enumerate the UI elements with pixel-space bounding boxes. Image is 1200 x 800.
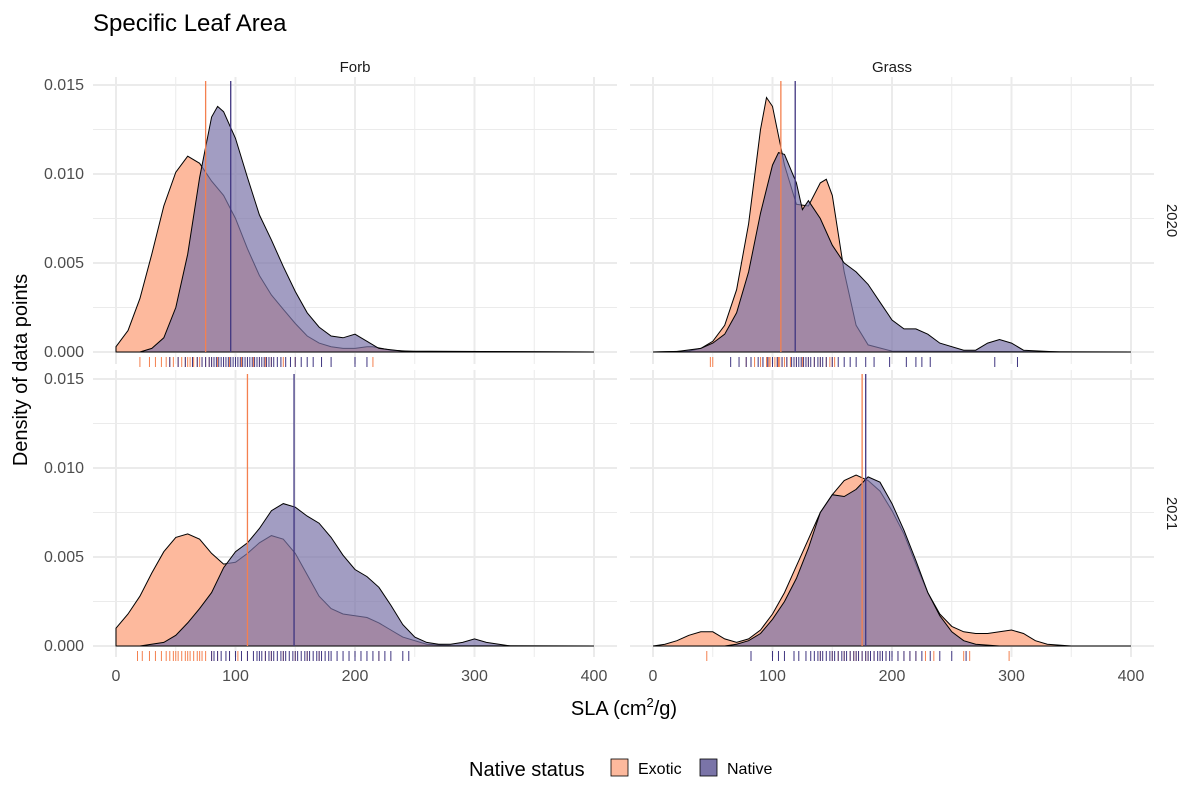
- panel-grass-2020: [630, 77, 1154, 367]
- y-tick-label: 0.005: [44, 549, 84, 566]
- legend: Native status Exotic Native: [469, 758, 772, 781]
- x-tick-label: 200: [879, 668, 906, 685]
- x-axis-title-superscript: 2: [647, 695, 654, 710]
- x-axis-title: SLA (cm2/g): [571, 695, 677, 720]
- x-tick-label: 0: [649, 668, 658, 685]
- y-axis-title: Density of data points: [10, 274, 32, 466]
- y-tick-label: 0.010: [44, 166, 84, 183]
- facet-column-label: Forb: [340, 59, 371, 76]
- x-tick-label: 100: [759, 668, 786, 685]
- legend-title: Native status: [469, 759, 585, 781]
- x-axis-title-main: SLA (cm: [571, 698, 647, 720]
- x-tick-label: 0: [112, 668, 121, 685]
- x-axis-title-tail: /g): [654, 698, 677, 720]
- chart-title: Specific Leaf Area: [93, 10, 287, 37]
- density-area-native: [139, 105, 595, 353]
- y-tick-label: 0.010: [44, 460, 84, 477]
- y-tick-label: 0.015: [44, 371, 84, 388]
- x-tick-label: 400: [1118, 668, 1145, 685]
- legend-swatch-native: [699, 758, 718, 777]
- legend-label-exotic: Exotic: [638, 761, 682, 778]
- density-area-native: [652, 151, 1131, 353]
- x-tick-label: 300: [461, 668, 488, 685]
- x-tick-label: 200: [342, 668, 369, 685]
- density-area-native: [724, 476, 1131, 647]
- y-tick-label: 0.015: [44, 77, 84, 94]
- facet-row-label: 2021: [1163, 497, 1180, 530]
- y-tick-label: 0.000: [44, 344, 84, 361]
- facet-row-label: 2020: [1163, 204, 1180, 237]
- panel-forb-2020: [93, 77, 617, 367]
- legend-swatch-exotic: [610, 758, 629, 777]
- facet-column-label: Grass: [872, 59, 912, 76]
- density-area-native: [139, 503, 594, 647]
- y-tick-label: 0.000: [44, 638, 84, 655]
- y-tick-label: 0.005: [44, 255, 84, 272]
- x-tick-label: 100: [222, 668, 249, 685]
- x-tick-label: 300: [998, 668, 1025, 685]
- facet-panels: Forb Grass 2020 2021 0.000 0.005 0.010 0.015 0.0…: [44, 59, 1180, 685]
- legend-label-native: Native: [727, 761, 772, 778]
- panel-grass-2021: [630, 370, 1154, 661]
- panel-forb-2021: [93, 370, 617, 661]
- x-tick-label: 400: [581, 668, 608, 685]
